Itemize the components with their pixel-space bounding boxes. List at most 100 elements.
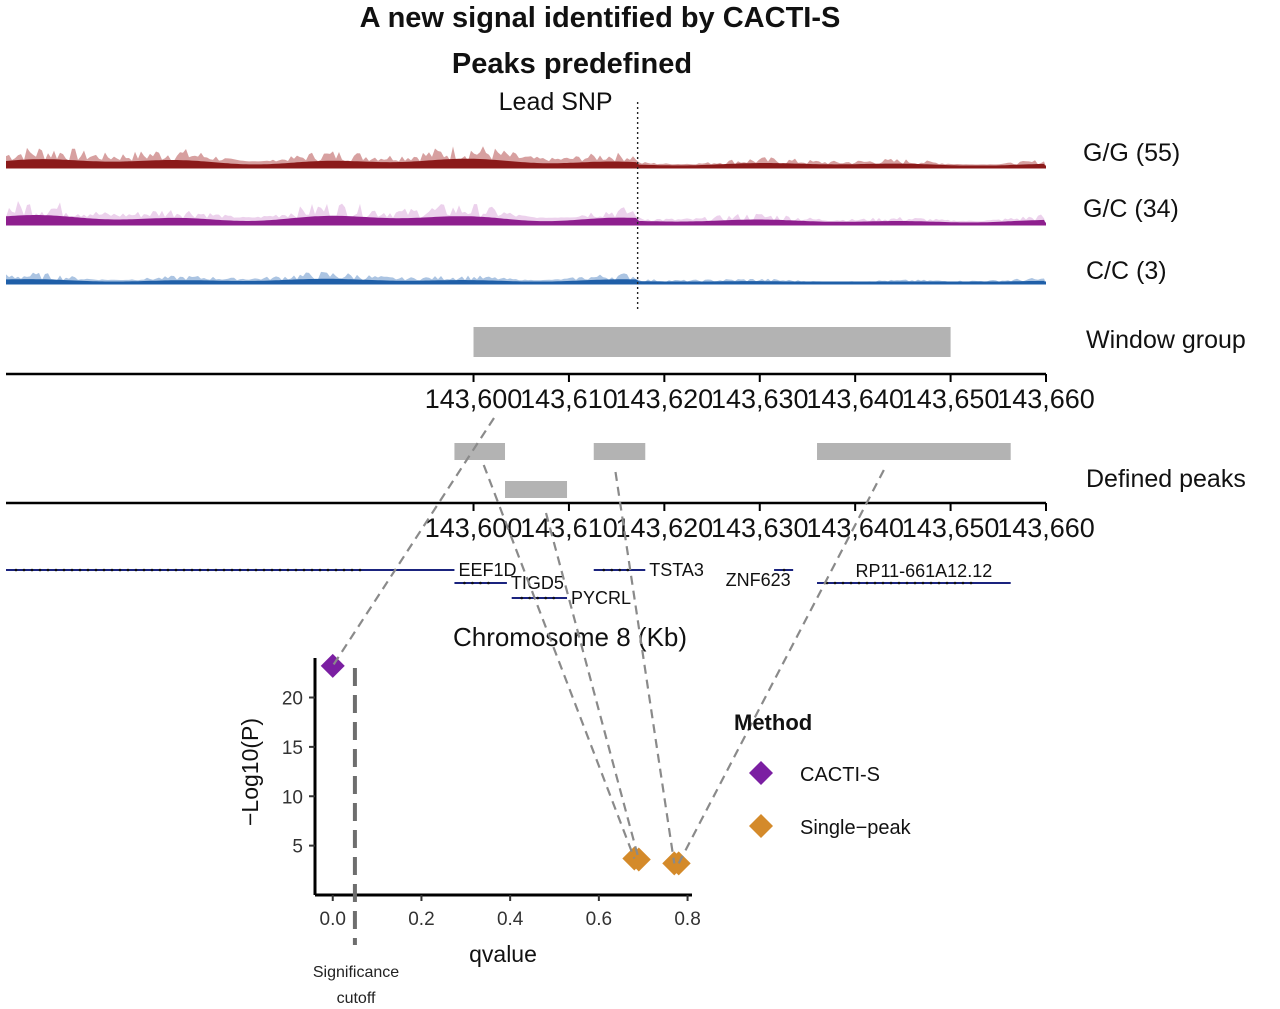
y-tick-label: 20 [282,689,303,710]
track-labels: G/G (55) G/C (34) C/C (3) Window group D… [1083,139,1246,493]
gene-exon-dot [350,568,354,572]
genome-axis-title: Chromosome 8 (Kb) [453,622,687,652]
defined-peaks-label: Defined peaks [1086,465,1246,493]
gene-exon-dot [479,581,482,585]
defined-peak-2 [593,443,646,460]
x-tick-label: 0.6 [586,909,612,930]
chart-title: A new signal identified by CACTI-S [360,2,841,34]
legend-title: Method [734,710,812,735]
x-axis-label: qvalue [469,941,537,967]
axis-tick-label: 143,630 [711,384,809,414]
gene-exon-dot [905,581,909,585]
coverage-light-0 [6,146,1046,167]
gene-exon-dot [865,581,869,585]
gene-exon-dot [334,568,338,572]
gene-exon-dot [78,568,82,572]
gene-exon-dot [30,568,34,572]
gene-exon-dot [302,568,306,572]
x-tick-label: 0.8 [674,909,700,930]
track-label-gc: G/C (34) [1083,195,1179,223]
defined-peak-0 [454,443,506,460]
gene-label: TSTA3 [649,560,704,580]
y-tick-label: 15 [282,738,303,759]
gene-exon-dot [618,568,622,572]
coverage-area-0 [6,158,1046,167]
gene-exon-dot [86,568,90,572]
gene-exon-dot [102,568,106,572]
gene-exon-dot [889,581,893,585]
coverage-light-2 [6,271,1046,283]
gene-exon-dot [841,581,845,585]
axis-tick-label: 143,630 [711,513,809,543]
gene-exon-dot [849,581,853,585]
y-tick-label: 10 [282,787,303,808]
gene-exon-dot [134,568,138,572]
gene-exon-dot [969,581,973,585]
gene-exon-dot [782,568,786,572]
gene-exon-dot [158,568,162,572]
point-single-peak [626,847,651,872]
connection-line [482,464,636,859]
gene-label: TIGD5 [511,573,564,593]
connection-line [544,512,640,860]
axis-tick-label: 143,660 [997,513,1095,543]
axis-tick-label: 143,620 [616,513,714,543]
legend-key-single-peak [749,814,773,838]
gene-exon-dot [246,568,250,572]
gene-exon-dot [833,581,837,585]
gene-exon-dot [142,568,146,572]
gene-exon-dot [38,568,42,572]
gene-label: RP11-661A12.12 [855,561,992,581]
coverage-light-1 [6,201,1046,224]
gene-exon-dot [326,568,330,572]
connection-line [614,471,676,864]
defined-peak-1 [505,481,568,498]
gene-exon-dot [953,581,957,585]
gene-exon-dot [463,581,466,585]
gene-exon-dot [544,596,547,600]
gene-exon-dot [174,568,178,572]
axis-tick-label: 143,610 [520,513,618,543]
x-tick-label: 0.4 [497,909,524,930]
coverage-tracks [6,146,1046,285]
gene-exon-dot [238,568,242,572]
window-group-label: Window group [1086,326,1246,354]
gene-exon-dot [897,581,901,585]
defined-peaks [454,443,1011,498]
gene-exon-dot [945,581,949,585]
gene-exon-dot [126,568,130,572]
gene-exon-dot [230,568,234,572]
scatter-plot: qvalue −Log10(P) Significance cutoff 0.0… [237,653,701,1007]
gene-exon-dot [206,568,210,572]
significance-label-line1: Significance [313,964,399,981]
legend-label-cacti-s: CACTI-S [800,764,880,786]
gene-exon-dot [937,581,941,585]
axis-tick-label: 143,620 [616,384,714,414]
gene-exon-dot [536,596,539,600]
legend-key-cacti-s [749,761,773,785]
axis-tick-label: 143,600 [425,384,523,414]
gene-exon-dot [294,568,298,572]
gene-exon-dot [881,581,885,585]
axis-tick-label: 143,640 [806,384,904,414]
gene-exon-dot [873,581,877,585]
gene-exon-dot [286,568,290,572]
gene-exon-dot [94,568,98,572]
gene-exon-dot [14,568,18,572]
x-tick-label: 0.2 [408,909,434,930]
point-cacti-s [320,653,345,678]
gene-exon-dot [110,568,114,572]
legend-label-single-peak: Single−peak [800,817,912,839]
y-axis-label: −Log10(P) [237,718,263,826]
gene-exon-dot [626,568,630,572]
connection-lines [331,417,885,864]
gene-exon-dot [70,568,74,572]
axis-tick-label: 143,600 [425,513,523,543]
gene-exon-dot [190,568,194,572]
gene-exon-dot [182,568,186,572]
axis-tick-label: 143,650 [902,384,1000,414]
lead-snp-label: Lead SNP [499,88,613,116]
gene-exon-dot [262,568,266,572]
